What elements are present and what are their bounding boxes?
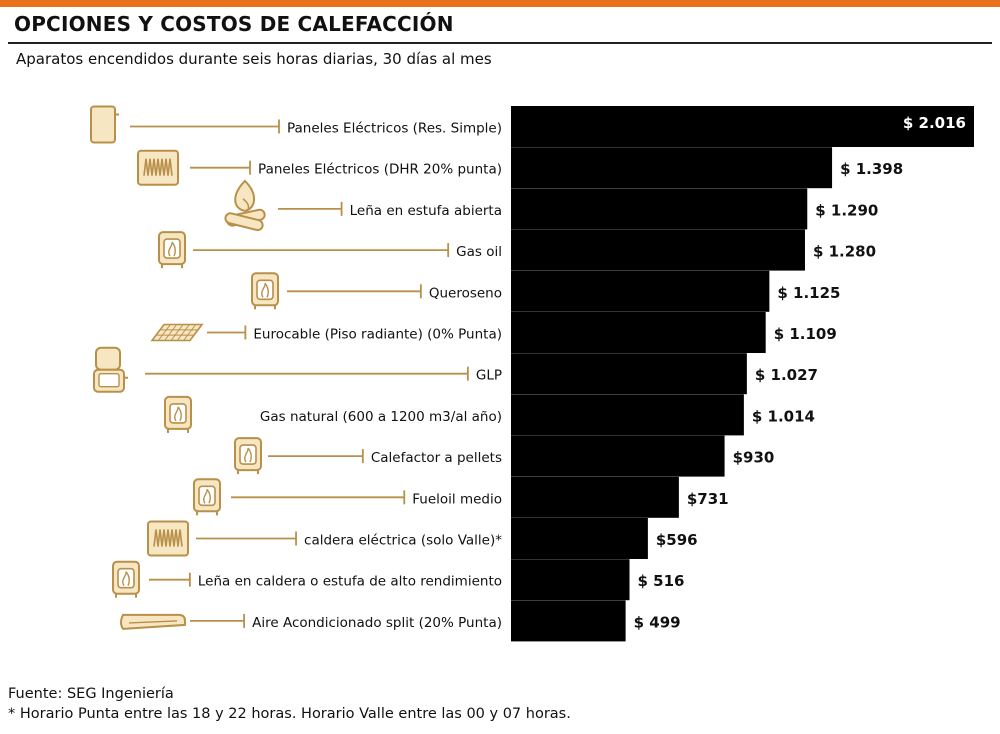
footnote: * Horario Punta entre las 18 y 22 horas.… xyxy=(8,706,571,722)
category-label: Gas oil xyxy=(456,244,502,260)
title-divider xyxy=(8,42,992,44)
category-label: Leña en caldera o estufa de alto rendimi… xyxy=(198,574,502,590)
bar xyxy=(511,559,630,601)
category-label: Eurocable (Piso radiante) (0% Punta) xyxy=(253,327,502,343)
value-label: $731 xyxy=(687,490,729,508)
top-accent-rule xyxy=(0,0,1000,7)
bar xyxy=(511,270,770,312)
bar xyxy=(511,394,744,436)
bar xyxy=(511,312,766,353)
bar xyxy=(511,229,805,271)
category-label: Aire Acondicionado split (20% Punta) xyxy=(252,615,502,631)
value-label: $ 1.014 xyxy=(752,407,815,425)
stove-icon xyxy=(112,560,140,598)
value-label: $ 1.027 xyxy=(755,366,818,384)
floor-grid-icon xyxy=(150,323,204,342)
stove-icon xyxy=(158,231,186,269)
value-label: $ 1.290 xyxy=(815,201,878,219)
category-label: Gas natural (600 a 1200 m3/al año) xyxy=(260,409,502,425)
chart-title: OPCIONES Y COSTOS DE CALEFACCIÓN xyxy=(14,12,454,36)
bar xyxy=(511,435,725,477)
value-label: $ 2.016 xyxy=(903,114,966,132)
electric-panel-icon xyxy=(90,105,119,144)
bar xyxy=(511,600,626,642)
category-label: Leña en estufa abierta xyxy=(350,203,502,219)
electric-heater-icon xyxy=(137,149,179,186)
value-label: $ 516 xyxy=(638,572,685,590)
bar xyxy=(511,518,648,559)
stove-icon xyxy=(251,272,279,310)
stove-icon xyxy=(164,395,192,433)
source-note: Fuente: SEG Ingeniería xyxy=(8,686,174,702)
category-label: GLP xyxy=(476,368,502,384)
value-label: $ 1.280 xyxy=(813,243,876,261)
air-conditioner-icon xyxy=(120,613,186,630)
bar xyxy=(511,106,974,147)
chart-subtitle: Aparatos encendidos durante seis horas d… xyxy=(16,50,492,68)
bar xyxy=(511,476,679,518)
category-label: Fueloil medio xyxy=(412,491,502,507)
bar xyxy=(511,188,808,230)
stove-icon xyxy=(234,437,262,475)
category-label: Paneles Eléctricos (Res. Simple) xyxy=(287,121,502,137)
category-label: caldera eléctrica (solo Valle)* xyxy=(304,533,502,549)
value-label: $930 xyxy=(733,449,775,467)
value-label: $ 1.109 xyxy=(774,325,837,343)
category-label: Paneles Eléctricos (DHR 20% punta) xyxy=(258,162,502,178)
value-label: $ 1.125 xyxy=(777,284,840,302)
bar xyxy=(511,147,833,189)
category-label: Queroseno xyxy=(429,285,502,301)
bar xyxy=(511,353,747,395)
electric-heater-icon xyxy=(147,520,189,557)
firewood-icon xyxy=(224,179,266,232)
category-label: Calefactor a pellets xyxy=(371,450,502,466)
gas-heater-icon xyxy=(93,346,128,393)
value-label: $ 1.398 xyxy=(840,160,903,178)
value-label: $596 xyxy=(656,531,698,549)
stove-icon xyxy=(193,478,221,516)
value-label: $ 499 xyxy=(634,613,681,631)
